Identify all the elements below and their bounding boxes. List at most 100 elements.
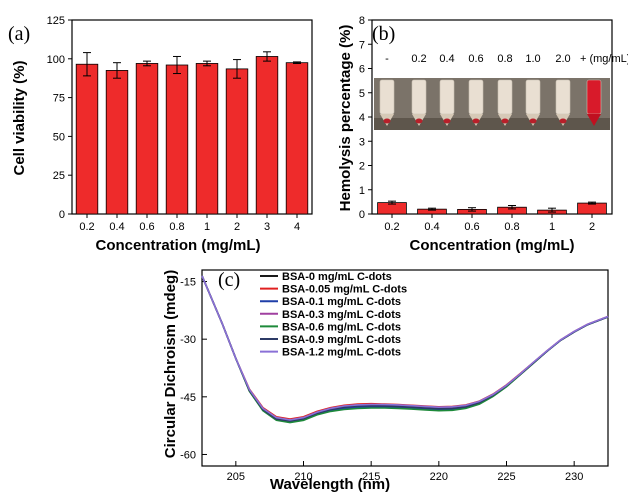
photo-shadow bbox=[374, 118, 610, 130]
legend-entry: BSA-0.05 mg/mL C-dots bbox=[282, 284, 407, 296]
tube-label: 1.0 bbox=[525, 53, 540, 65]
tube-label: 0.2 bbox=[411, 53, 426, 65]
x-tick-label: 220 bbox=[430, 471, 448, 483]
y-tick-label: 2 bbox=[359, 161, 365, 173]
bar bbox=[225, 68, 249, 215]
panel-c-xlabel: Wavelength (nm) bbox=[270, 476, 390, 493]
y-tick-label: 0 bbox=[359, 209, 365, 221]
x-tick-label: 1 bbox=[204, 221, 210, 233]
y-tick-label: 8 bbox=[359, 15, 365, 27]
x-tick-label: 225 bbox=[497, 471, 515, 483]
legend-entry: BSA-0 mg/mL C-dots bbox=[282, 271, 392, 283]
series-line bbox=[201, 275, 609, 424]
bar bbox=[165, 64, 189, 215]
x-tick-label: 3 bbox=[264, 221, 270, 233]
tube-label: - bbox=[385, 53, 389, 65]
x-tick-label: 0.8 bbox=[504, 221, 519, 233]
tube-label: 2.0 bbox=[555, 53, 570, 65]
y-tick-label: 6 bbox=[359, 64, 365, 76]
y-tick-label: 3 bbox=[359, 136, 365, 148]
tube-tip bbox=[587, 114, 601, 126]
panel-c-plot-area: -15 -30 -45 -60 205 210 215 220 225 230 bbox=[180, 269, 609, 483]
pellet bbox=[472, 118, 480, 124]
tube bbox=[411, 79, 427, 115]
panel-c-ylabel: Circular Dichroism (mdeg) bbox=[162, 270, 179, 458]
y-tick-label: 0 bbox=[59, 209, 65, 221]
tube-label: 0.8 bbox=[497, 53, 512, 65]
x-tick-label: 230 bbox=[565, 471, 583, 483]
bar bbox=[105, 70, 129, 215]
x-tick-label: 1 bbox=[549, 221, 555, 233]
y-tick-label: -15 bbox=[180, 277, 196, 289]
legend-entry: BSA-0.3 mg/mL C-dots bbox=[282, 309, 401, 321]
panel-b-hemolysis: (b) Hemolysis percentage (%) Concentrati… bbox=[337, 15, 628, 254]
x-tick-label: 0.8 bbox=[169, 221, 184, 233]
bar bbox=[195, 63, 219, 215]
panel-a-plot-area: 0 25 50 75 100 125 0.2 0.4 0.6 0.8 1 2 3 4 bbox=[47, 15, 313, 233]
tube bbox=[525, 79, 541, 115]
pellet bbox=[501, 118, 509, 124]
legend-entry: BSA-0.6 mg/mL C-dots bbox=[282, 321, 401, 333]
x-tick-label: 210 bbox=[294, 471, 312, 483]
tube bbox=[586, 79, 602, 115]
bar bbox=[255, 56, 279, 215]
bar bbox=[577, 202, 607, 215]
plot-frame bbox=[201, 269, 609, 467]
pellet bbox=[415, 118, 423, 124]
series-line bbox=[201, 275, 609, 422]
x-tick-label: 0.2 bbox=[79, 221, 94, 233]
series-line bbox=[201, 275, 609, 423]
y-tick-label: 25 bbox=[53, 170, 65, 182]
y-tick-label: 4 bbox=[359, 112, 365, 124]
panel-b-plot-area: 0 1 2 3 4 5 6 7 8 0.2 0.4 0.6 0.8 1 2 bbox=[359, 15, 613, 233]
legend-entry: BSA-0.9 mg/mL C-dots bbox=[282, 334, 401, 346]
plot-frame bbox=[71, 19, 313, 215]
tube-label: + (mg/mL) bbox=[580, 53, 628, 65]
series-line bbox=[201, 275, 609, 421]
tube bbox=[439, 79, 455, 115]
y-tick-label: 1 bbox=[359, 185, 365, 197]
y-tick-label: 50 bbox=[53, 131, 65, 143]
bar bbox=[75, 63, 99, 215]
y-tick-label: 125 bbox=[47, 15, 65, 27]
pellet bbox=[529, 118, 537, 124]
y-tick-label: -30 bbox=[180, 334, 196, 346]
legend-entry: BSA-0.1 mg/mL C-dots bbox=[282, 296, 401, 308]
tube-labels: - 0.2 0.4 0.6 0.8 1.0 2.0 + (mg/mL) bbox=[385, 53, 628, 65]
hemolysis-tube-photo bbox=[374, 78, 610, 130]
y-tick-label: 100 bbox=[47, 54, 65, 66]
x-tick-label: 0.4 bbox=[424, 221, 439, 233]
tube bbox=[555, 79, 571, 115]
x-tick-label: 0.6 bbox=[139, 221, 154, 233]
x-tick-label: 0.6 bbox=[464, 221, 479, 233]
panel-a-cell-viability: (a) Cell viability (%) Concentration (mg… bbox=[8, 15, 313, 254]
series-line bbox=[201, 275, 609, 424]
bar bbox=[285, 62, 309, 215]
panel-a-ylabel: Cell viability (%) bbox=[11, 60, 28, 175]
legend-entry: BSA-1.2 mg/mL C-dots bbox=[282, 347, 401, 359]
bar bbox=[135, 63, 159, 215]
panel-b-label: (b) bbox=[372, 23, 395, 45]
tube-label: 0.6 bbox=[468, 53, 483, 65]
tube bbox=[497, 79, 513, 115]
series-line bbox=[201, 275, 609, 422]
x-tick-label: 0.2 bbox=[384, 221, 399, 233]
y-tick-label: 5 bbox=[359, 88, 365, 100]
x-tick-label: 2 bbox=[589, 221, 595, 233]
y-tick-label: 75 bbox=[53, 93, 65, 105]
x-tick-label: 2 bbox=[234, 221, 240, 233]
pellet bbox=[383, 118, 391, 124]
x-tick-label: 205 bbox=[227, 471, 245, 483]
y-tick-label: -60 bbox=[180, 449, 196, 461]
x-tick-label: 0.4 bbox=[109, 221, 124, 233]
panel-c-circular-dichroism: (c) Circular Dichroism (mdeg) Wavelength… bbox=[162, 269, 609, 493]
pellet bbox=[559, 118, 567, 124]
x-tick-label: 215 bbox=[362, 471, 380, 483]
pellet bbox=[443, 118, 451, 124]
panel-b-ylabel: Hemolysis percentage (%) bbox=[337, 25, 354, 212]
panel-a-xlabel: Concentration (mg/mL) bbox=[96, 237, 261, 254]
panel-a-label: (a) bbox=[8, 23, 30, 45]
series-line bbox=[201, 275, 609, 420]
tube bbox=[379, 79, 395, 115]
